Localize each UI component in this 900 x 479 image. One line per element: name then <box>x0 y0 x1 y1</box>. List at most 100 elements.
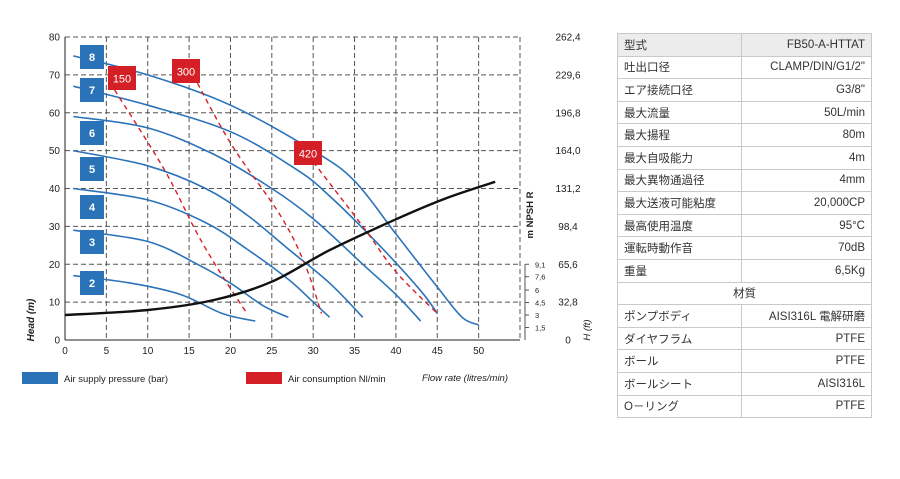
spec-key: エア接続口径 <box>617 78 742 102</box>
air-badge-label: 300 <box>177 67 195 79</box>
pressure-badge-8 <box>80 45 104 69</box>
spec-key: ボールシート <box>617 371 742 396</box>
spec-row: ダイヤフラム PTFE <box>617 326 872 351</box>
npsh-tick-label: 6 <box>535 286 539 295</box>
spec-value: PTFE <box>741 349 872 373</box>
y-tick-label-ft: 262,4 <box>555 33 580 44</box>
spec-key: 最大流量 <box>617 100 742 125</box>
pressure-curve-5 <box>73 149 364 318</box>
spec-value: PTFE <box>741 326 872 351</box>
pressure-badge-5 <box>80 157 104 181</box>
pressure-badge-7 <box>80 78 104 102</box>
y-tick-label: 40 <box>49 184 61 195</box>
spec-row: 最大流量 50L/min <box>617 100 872 125</box>
pressure-badge-label: 5 <box>89 164 95 176</box>
pressure-badge-2 <box>80 271 104 295</box>
air-curve-300 <box>188 66 323 314</box>
npsh-tick-label: 3 <box>535 311 539 320</box>
pressure-curve-6 <box>73 115 422 322</box>
spec-value: 6,5Kg <box>741 258 872 283</box>
air-curve-420 <box>312 161 438 314</box>
spec-value: 4m <box>741 145 872 170</box>
spec-key: 最高使用温度 <box>617 213 742 238</box>
pressure-curve-2 <box>73 274 256 322</box>
spec-key: 最大送液可能粘度 <box>617 191 742 215</box>
spec-value: AISI316L <box>741 371 872 396</box>
spec-row: 吐出口径 CLAMP/DIN/G1/2" <box>617 55 872 80</box>
spec-key: 最大揚程 <box>617 123 742 147</box>
y-tick-label-ft: 0 <box>565 336 571 347</box>
pressure-badge-label: 4 <box>89 202 96 214</box>
y-tick-label-ft: 229,6 <box>555 70 580 81</box>
pressure-curve-8 <box>73 55 479 326</box>
y-tick-label-ft: 131,2 <box>555 184 580 195</box>
x-tick-label: 45 <box>432 346 444 357</box>
spec-value: 4mm <box>741 168 872 193</box>
spec-key: ダイヤフラム <box>617 326 742 351</box>
pump-performance-chart: 0 5 10 15 20 25 30 35 40 45 500 010 32,820 65,630 98,4… <box>22 33 593 385</box>
pressure-badge-label: 7 <box>89 85 95 97</box>
y-tick-label-ft: 98,4 <box>558 222 578 233</box>
spec-key: O－リング <box>617 394 742 419</box>
y-axis-label-left: Head (m) <box>26 298 37 341</box>
y-tick-label: 60 <box>49 108 61 119</box>
spec-row: 最大自吸能力 4m <box>617 145 872 170</box>
spec-key: ボール <box>617 349 742 373</box>
spec-section-label: 材質 <box>617 281 872 306</box>
spec-section-row: 材質 <box>617 281 872 306</box>
legend-label-air: Air consumption Nl/min <box>288 374 386 385</box>
spec-row: 最大送液可能粘度 20,000CP <box>617 191 872 215</box>
spec-value: 50L/min <box>741 100 872 125</box>
spec-key: 重量 <box>617 258 742 283</box>
y-tick-label: 70 <box>49 70 61 81</box>
spec-row: 最大異物通過径 4mm <box>617 168 872 193</box>
pressure-badge-label: 3 <box>89 237 95 249</box>
pressure-curve-7 <box>73 85 438 314</box>
x-tick-label: 20 <box>225 346 237 357</box>
air-badge-300 <box>172 59 200 83</box>
y-tick-label: 30 <box>49 222 61 233</box>
y-tick-label: 0 <box>54 336 60 347</box>
x-tick-label: 25 <box>266 346 278 357</box>
pressure-curve-3 <box>73 229 289 319</box>
npsh-curve <box>64 180 496 317</box>
air-badge-label: 150 <box>113 74 131 86</box>
pressure-badge-4 <box>80 195 104 219</box>
spec-value: 95°C <box>741 213 872 238</box>
spec-key: 最大自吸能力 <box>617 145 742 170</box>
spec-key: ポンプボディ <box>617 304 742 328</box>
npsh-tick-label: 9,1 <box>535 260 545 269</box>
y-tick-label-ft: 164,0 <box>555 146 580 157</box>
spec-row: エア接続口径 G3/8" <box>617 78 872 102</box>
pressure-badge-6 <box>80 121 104 145</box>
spec-row: ボールシート AISI316L <box>617 371 872 396</box>
y-tick-label: 80 <box>49 33 61 44</box>
npsh-tick-label: 1,5 <box>535 324 545 333</box>
x-tick-label: 0 <box>62 346 68 357</box>
npsh-tick-label: 7,6 <box>535 273 545 282</box>
pressure-badge-label: 2 <box>89 278 95 290</box>
x-tick-label: 30 <box>308 346 320 357</box>
air-badge-label: 420 <box>299 149 317 161</box>
spec-row: 最高使用温度 95°C <box>617 213 872 238</box>
x-tick-label: 10 <box>142 346 154 357</box>
x-axis-label: Flow rate (litres/min) <box>422 373 508 384</box>
legend-swatch-air <box>246 372 282 384</box>
npsh-axis-label: m NPSH R <box>525 191 536 238</box>
y-tick-label-ft: 196,8 <box>555 108 580 119</box>
x-tick-label: 35 <box>349 346 361 357</box>
spec-value: AISI316L 電解研磨 <box>741 304 872 328</box>
x-tick-label: 40 <box>390 346 402 357</box>
spec-value: FB50-A-HTTAT <box>741 33 872 57</box>
y-tick-label-ft: 65,6 <box>558 260 578 271</box>
legend-swatch-pressure <box>22 372 58 384</box>
spec-value: G3/8" <box>741 78 872 102</box>
legend-label-pressure: Air supply pressure (bar) <box>64 374 168 385</box>
air-badge-420 <box>294 141 322 165</box>
spec-row: O－リング PTFE <box>617 394 872 419</box>
y-tick-label-ft: 32,8 <box>558 298 578 309</box>
x-tick-label: 50 <box>473 346 485 357</box>
spec-key: 吐出口径 <box>617 55 742 80</box>
air-curve-150 <box>114 89 248 314</box>
y-tick-label: 20 <box>49 260 61 271</box>
